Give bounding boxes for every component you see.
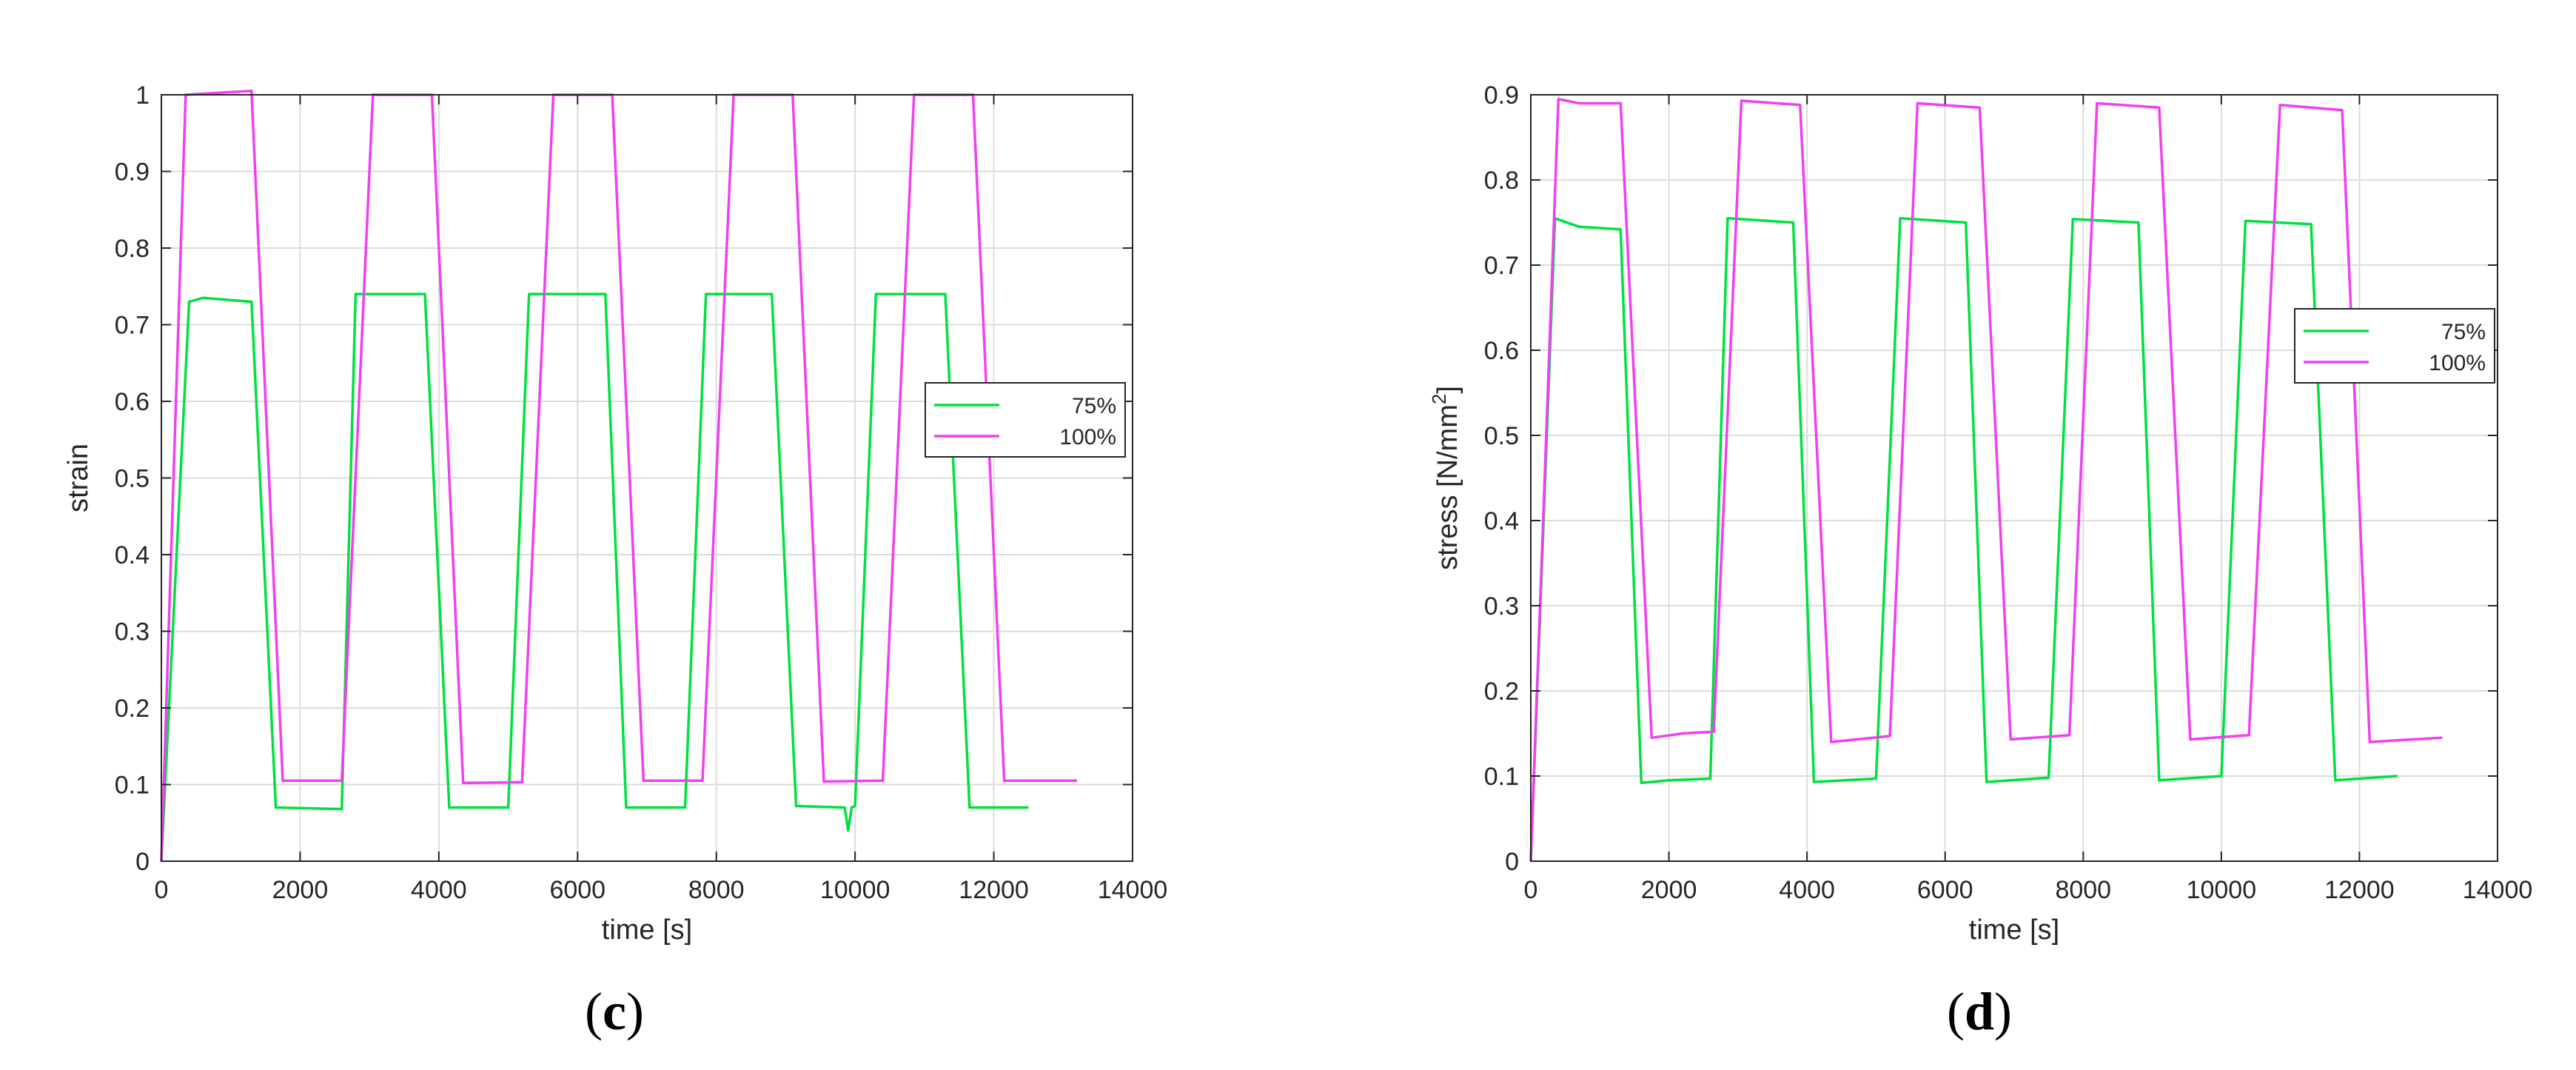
y-tick-label: 0.4 [115, 541, 150, 569]
y-axis-label-superscript: 2 [1428, 394, 1450, 404]
x-axis-label: time [s] [1969, 914, 2059, 946]
y-tick-label: 0.9 [115, 158, 150, 187]
x-tick-label: 6000 [1917, 876, 1973, 904]
series-line-100pct [1529, 98, 2443, 862]
legend-entry: 100% [1059, 425, 1116, 449]
x-tick-label: 4000 [411, 876, 467, 904]
y-axis-label: strain [63, 444, 94, 512]
y-tick-label: 0.6 [115, 388, 150, 416]
y-tick-label: 0.7 [115, 312, 150, 340]
y-tick-label: 0.5 [1484, 422, 1519, 450]
y-tick-label: 0.6 [1484, 337, 1519, 365]
x-tick-label: 8000 [2055, 876, 2111, 904]
x-tick-label: 2000 [272, 876, 329, 904]
x-tick-label: 8000 [688, 876, 745, 904]
y-tick-label: 0.7 [1484, 252, 1519, 280]
legend: 75% 100% [2294, 308, 2495, 384]
legend: 75% 100% [925, 382, 1126, 458]
x-tick-label: 6000 [549, 876, 606, 904]
panel-label-d: (d) [1947, 982, 2013, 1041]
chart-d: 0 2000 4000 6000 8000 10000 12000 14000 0 0.1 0.2 0… [1428, 81, 2532, 946]
x-tick-label: 14000 [1098, 876, 1168, 904]
y-tick-label: 0 [1505, 848, 1519, 876]
y-tick-label: 0.9 [1484, 81, 1519, 110]
x-tick-label: 14000 [2463, 876, 2533, 904]
legend-entry: 75% [2441, 320, 2486, 344]
legend-box [925, 382, 1126, 458]
y-tick-label: 0.1 [1484, 763, 1519, 791]
plot-area [1531, 95, 2498, 861]
y-tick-label: 0 [135, 848, 150, 876]
y-tick-label: 1 [135, 81, 150, 110]
y-tick-label: 0.3 [1484, 592, 1519, 621]
y-tick-label: 0.1 [115, 772, 150, 800]
x-tick-label: 2000 [1641, 876, 1697, 904]
panel-label-c: (c) [585, 982, 644, 1041]
x-tick-label: 4000 [1779, 876, 1835, 904]
series-line-75pct [160, 292, 1029, 862]
x-tick-label: 10000 [820, 876, 890, 904]
x-tick-label: 12000 [959, 876, 1029, 904]
y-axis-label: stress [N/mm2] [1428, 386, 1463, 570]
axes-box [1530, 94, 2498, 862]
y-tick-label: 0.3 [115, 618, 150, 646]
legend-entry: 100% [2429, 351, 2486, 375]
y-tick-label: 0.8 [1484, 167, 1519, 195]
series-line-75pct [1529, 217, 2398, 862]
y-tick-label: 0.2 [1484, 678, 1519, 706]
x-axis-label: time [s] [602, 914, 692, 946]
y-tick-label: 0.5 [115, 465, 150, 493]
x-tick-label: 12000 [2324, 876, 2395, 904]
legend-entry: 75% [1072, 394, 1116, 418]
x-tick-label: 0 [1524, 876, 1538, 904]
x-tick-label: 0 [155, 876, 169, 904]
x-tick-label: 10000 [2187, 876, 2257, 904]
y-tick-label: 0.8 [115, 235, 150, 263]
y-tick-label: 0.4 [1484, 507, 1519, 535]
y-tick-label: 0.2 [115, 695, 150, 723]
legend-box [2294, 308, 2495, 384]
chart-c: 0 2000 4000 6000 8000 10000 12000 14000 0 0.1 0.2 0… [63, 81, 1167, 946]
